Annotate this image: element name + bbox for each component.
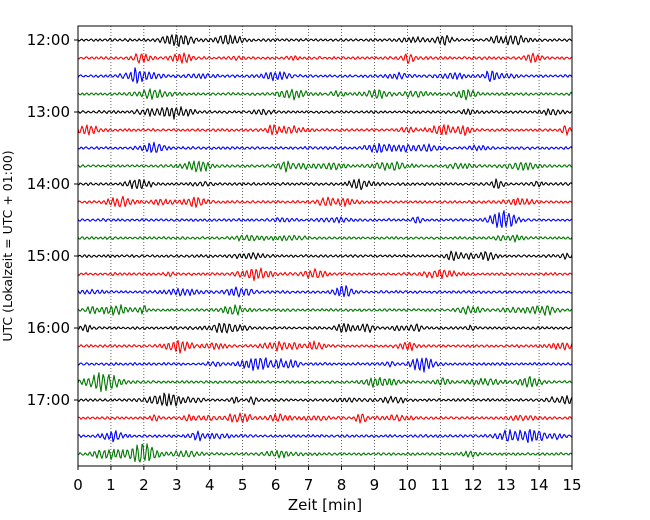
trace-line (77, 267, 573, 282)
trace-line (77, 250, 573, 262)
x-tick-label: 3 (172, 476, 182, 494)
trace-line (77, 106, 573, 120)
traces (77, 34, 573, 463)
x-tick-label: 1 (106, 476, 116, 494)
trace-line (77, 443, 573, 463)
trace-line (77, 210, 573, 228)
grid-lines (110, 26, 540, 466)
trace-line (77, 322, 573, 334)
trace-line (77, 234, 573, 243)
trace-line (77, 124, 573, 137)
y-tick-label: 17:00 (27, 391, 70, 409)
y-tick-label: 16:00 (27, 319, 70, 337)
y-tick-label: 12:00 (27, 31, 70, 49)
x-tick-label: 7 (304, 476, 314, 494)
x-axis-label: Zeit [min] (288, 496, 362, 514)
x-axis: 0 1 2 3 4 5 6 7 8 9 10 11 12 13 14 15 (73, 466, 582, 494)
y-tick-label: 14:00 (27, 175, 70, 193)
x-tick-label: 2 (139, 476, 149, 494)
trace-line (77, 34, 573, 47)
x-tick-label: 12 (464, 476, 483, 494)
trace-line (77, 88, 573, 101)
trace-line (77, 412, 573, 424)
plot-frame (77, 25, 573, 467)
trace-line (77, 195, 573, 208)
x-tick-label: 4 (205, 476, 215, 494)
trace-line (77, 372, 573, 393)
y-tick-label: 13:00 (27, 103, 70, 121)
x-tick-label: 6 (271, 476, 281, 494)
trace-line (77, 141, 573, 154)
y-tick-label: 15:00 (27, 247, 70, 265)
x-tick-label: 0 (73, 476, 83, 494)
trace-line (77, 160, 573, 173)
trace-line (77, 339, 573, 354)
trace-line (77, 428, 573, 444)
x-tick-label: 5 (238, 476, 248, 494)
trace-line (77, 52, 573, 65)
x-tick-label: 10 (398, 476, 417, 494)
x-tick-label: 13 (497, 476, 516, 494)
x-tick-label: 8 (337, 476, 347, 494)
x-tick-label: 14 (530, 476, 549, 494)
x-tick-label: 9 (370, 476, 380, 494)
trace-line (77, 304, 573, 316)
trace-line (77, 285, 573, 298)
trace-line (77, 357, 573, 373)
x-tick-label: 11 (431, 476, 450, 494)
y-axis-label: UTC (Lokalzeit = UTC + 01:00) (0, 150, 15, 341)
trace-line (77, 392, 573, 407)
x-tick-label: 15 (562, 476, 581, 494)
trace-line (77, 178, 573, 191)
y-axis: 12:00 13:00 14:00 15:00 16:00 17:00 (27, 31, 78, 409)
trace-line (77, 67, 573, 84)
